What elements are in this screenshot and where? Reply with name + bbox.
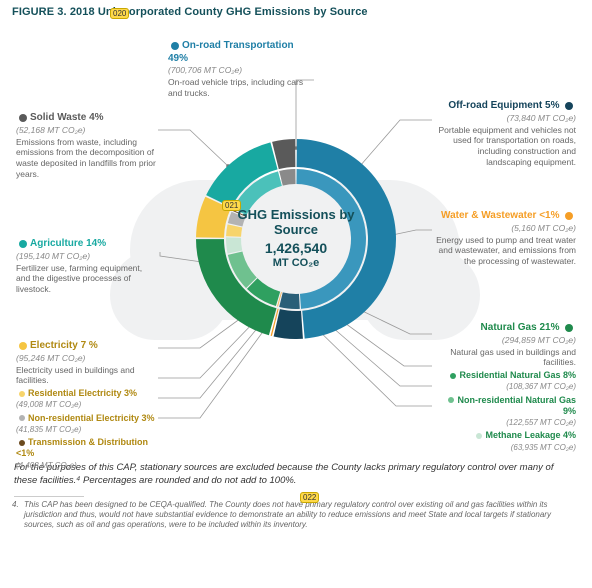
legend-dot <box>19 114 27 122</box>
ann-value: (52,168 MT CO₂e) <box>16 125 85 135</box>
chart-area: GHG Emissions by Source 1,426,540 MT CO₂… <box>0 20 592 458</box>
ann-desc: Natural gas used in buildings and facili… <box>436 347 576 368</box>
ann-value: (294,859 MT CO₂e) <box>502 335 576 345</box>
donut-center-label: GHG Emissions by Source 1,426,540 MT CO₂… <box>236 208 356 270</box>
sub-value: (122,557 MT CO₂e) <box>506 418 576 427</box>
legend-dot <box>565 324 573 332</box>
legend-dot <box>565 102 573 110</box>
ann-label: Off-road Equipment 5% <box>448 100 559 111</box>
sub-value: (41,835 MT CO₂e) <box>16 425 81 434</box>
footnote-4: This CAP has been designed to be CEQA-qu… <box>0 500 592 537</box>
center-value: 1,426,540 <box>236 240 356 256</box>
ann-desc: Portable equipment and vehicles not used… <box>436 125 576 168</box>
sub-value: (108,367 MT CO₂e) <box>506 382 576 391</box>
sub-value: (4,403 MT CO₂e) <box>16 461 77 470</box>
ann-desc: On-road vehicle trips, including cars an… <box>168 77 308 98</box>
footnote-rule <box>14 496 84 497</box>
ann-value: (95,246 MT CO₂e) <box>16 353 85 363</box>
marker-021: 021 <box>222 200 241 211</box>
ann-desc: Electricity used in buildings and facili… <box>16 365 156 386</box>
sub-label: Non-residential Electricity 3% <box>28 413 155 423</box>
annotation-offroad: Off-road Equipment 5% (73,840 MT CO₂e) Po… <box>434 100 576 167</box>
annotation-solid: Solid Waste 4% (52,168 MT CO₂e) Emissions … <box>16 112 158 179</box>
legend-dot <box>19 391 25 397</box>
ann-value: (195,140 MT CO₂e) <box>16 251 90 261</box>
center-unit: MT CO₂e <box>236 257 356 270</box>
ann-label: Electricity 7 % <box>30 340 98 351</box>
legend-dot <box>19 440 25 446</box>
sub-label: Residential Natural Gas 8% <box>459 370 576 380</box>
legend-dot <box>19 342 27 350</box>
legend-dot <box>476 433 482 439</box>
ann-value: (700,706 MT CO₂e) <box>168 65 242 75</box>
ann-label: Natural Gas 21% <box>481 322 560 333</box>
ann-desc: Energy used to pump and treat water and … <box>436 235 576 267</box>
donut-chart: GHG Emissions by Source 1,426,540 MT CO₂… <box>196 139 396 339</box>
ann-label: Water & Wastewater <1% <box>441 210 559 221</box>
ann-label: Solid Waste 4% <box>30 112 104 123</box>
ann-desc: Fertilizer use, farming equipment, and t… <box>16 263 156 295</box>
annotation-onroad: On-road Transportation 49%(700,706 MT CO… <box>168 40 310 99</box>
legend-dot <box>19 240 27 248</box>
annotation-elec: Electricity 7 % (95,246 MT CO₂e) Electrici… <box>16 340 158 471</box>
center-line1: GHG Emissions by Source <box>236 208 356 238</box>
annotation-natgas: Natural Gas 21% (294,859 MT CO₂e) Natural… <box>434 322 576 453</box>
sub-label: Residential Electricity 3% <box>28 388 137 398</box>
ann-desc: Emissions from waste, including emission… <box>16 137 156 180</box>
sub-value: (63,935 MT CO₂e) <box>511 443 576 452</box>
sub-label: Methane Leakage 4% <box>485 430 576 440</box>
ann-value: (73,840 MT CO₂e) <box>507 113 576 123</box>
annotation-water: Water & Wastewater <1% (5,160 MT CO₂e) En… <box>434 210 576 267</box>
legend-dot <box>19 415 25 421</box>
ann-value: (5,160 MT CO₂e) <box>511 223 576 233</box>
sub-value: (49,008 MT CO₂e) <box>16 400 81 409</box>
legend-dot <box>565 212 573 220</box>
legend-dot <box>450 373 456 379</box>
marker-022: 022 <box>300 492 319 503</box>
sub-label: Transmission & Distribution <1% <box>16 437 148 458</box>
ann-label: On-road Transportation 49% <box>168 40 294 64</box>
figure-title: FIGURE 3. 2018 Unincorporated County GHG… <box>0 0 592 20</box>
annotation-agri: Agriculture 14% (195,140 MT CO₂e) Fertiliz… <box>16 238 158 295</box>
sub-label: Non-residential Natural Gas 9% <box>457 395 576 416</box>
marker-020: 020 <box>110 8 129 19</box>
ann-label: Agriculture 14% <box>30 238 106 249</box>
legend-dot <box>448 397 454 403</box>
legend-dot <box>171 42 179 50</box>
